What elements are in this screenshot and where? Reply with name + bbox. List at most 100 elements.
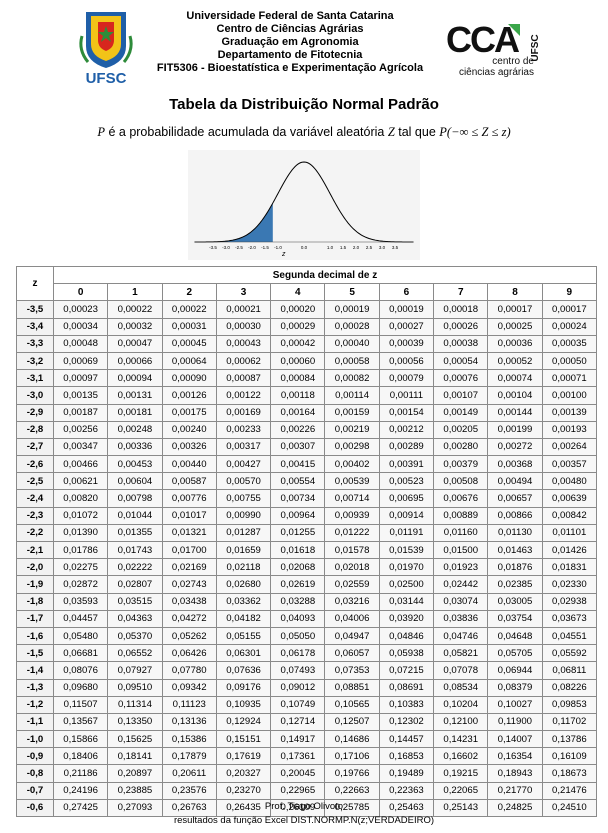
probability-cell: 0,00639 [541, 489, 598, 508]
probability-cell: 0,20897 [107, 764, 163, 783]
probability-cell: 0,00347 [52, 437, 109, 457]
probability-cell: 0,00280 [433, 437, 489, 457]
probability-cell: 0,00118 [270, 386, 326, 405]
table-row: -2,4 0,00820 0,00798 0,00776 0,00755 0,00734 0… [16, 489, 598, 508]
probability-cell: 0,00289 [378, 437, 435, 457]
probability-cell: 0,03288 [270, 592, 326, 611]
probability-cell: 0,01321 [161, 523, 217, 543]
probability-cell: 0,00019 [324, 300, 380, 319]
probability-cell: 0,00256 [52, 420, 109, 439]
z-value-cell: -1,8 [16, 592, 54, 611]
column-header: 2 [161, 283, 217, 302]
table-row: -1,5 0,06681 0,06552 0,06426 0,06301 0,06178 0… [16, 644, 598, 663]
probability-cell: 0,01463 [487, 540, 543, 560]
probability-cell: 0,00657 [487, 489, 543, 508]
probability-cell: 0,00317 [215, 437, 272, 457]
probability-cell: 0,00074 [487, 369, 543, 388]
probability-cell: 0,00017 [541, 300, 598, 319]
probability-cell: 0,00060 [270, 351, 326, 371]
probability-cell: 0,08076 [52, 661, 109, 680]
variable-p: P [97, 125, 105, 139]
probability-cell: 0,17106 [324, 747, 380, 766]
probability-cell: 0,03438 [161, 592, 217, 611]
z-value-cell: -0,8 [16, 764, 54, 783]
probability-cell: 0,03515 [107, 592, 163, 611]
probability-cell: 0,01044 [107, 506, 163, 525]
probability-cell: 0,02385 [487, 575, 543, 594]
probability-cell: 0,16853 [378, 747, 435, 766]
probability-cell: 0,23270 [215, 781, 272, 800]
tick-label: 3.5 [392, 245, 399, 250]
probability-cell: 0,01500 [433, 540, 489, 560]
table-row: -2,6 0,00466 0,00453 0,00440 0,00427 0,00415 0… [16, 455, 598, 474]
probability-cell: 0,00219 [324, 420, 380, 439]
probability-cell: 0,00154 [378, 403, 435, 422]
probability-cell: 0,00554 [270, 472, 326, 491]
probability-cell: 0,00090 [161, 369, 217, 388]
probability-cell: 0,00264 [541, 437, 598, 457]
tick-label: 2.0 [353, 245, 360, 250]
probability-cell: 0,03144 [378, 592, 435, 611]
probability-cell: 0,02275 [52, 558, 109, 577]
probability-cell: 0,00695 [378, 489, 435, 508]
z-value-cell: -3,5 [16, 300, 54, 319]
probability-cell: 0,00036 [487, 334, 543, 353]
probability-cell: 0,18406 [52, 747, 109, 766]
probability-cell: 0,05262 [161, 626, 217, 646]
probability-cell: 0,10204 [433, 695, 489, 714]
z-value-cell: -1,7 [16, 609, 54, 628]
probability-cell: 0,26435 [215, 798, 272, 818]
probability-cell: 0,06057 [324, 644, 380, 663]
probability-cell: 0,01426 [541, 540, 598, 560]
probability-cell: 0,06681 [52, 644, 109, 663]
probability-cell: 0,00071 [541, 369, 598, 388]
probability-cell: 0,03920 [378, 609, 435, 628]
table-row: -2,0 0,02275 0,02222 0,02169 0,02118 0,02068 0… [16, 558, 598, 577]
probability-cell: 0,01539 [378, 540, 435, 560]
probability-cell: 0,17879 [161, 747, 217, 766]
probability-cell: 0,00480 [541, 472, 598, 491]
probability-cell: 0,16602 [433, 747, 489, 766]
probability-cell: 0,01876 [487, 558, 543, 577]
z-value-cell: -1,9 [16, 575, 54, 594]
table-row: -1,9 0,02872 0,02807 0,02743 0,02680 0,02619 0… [16, 575, 598, 594]
z-value-cell: -3,0 [16, 386, 54, 405]
tick-label: 0.0 [301, 245, 308, 250]
probability-cell: 0,00017 [487, 300, 543, 319]
probability-cell: 0,11314 [107, 695, 163, 714]
probability-cell: 0,02118 [215, 558, 272, 577]
bell-curve [194, 161, 414, 243]
probability-cell: 0,00990 [215, 506, 272, 525]
probability-cell: 0,00028 [324, 317, 380, 336]
probability-cell: 0,09342 [161, 678, 217, 697]
probability-cell: 0,24196 [52, 781, 109, 800]
probability-cell: 0,01160 [433, 523, 489, 543]
column-header: 5 [324, 283, 380, 302]
probability-cell: 0,00056 [378, 351, 435, 371]
probability-cell: 0,00107 [433, 386, 489, 405]
cca-side-text: UFSC [530, 34, 541, 61]
probability-cell: 0,00021 [215, 300, 272, 319]
probability-cell: 0,03074 [433, 592, 489, 611]
table-row: -0,7 0,24196 0,23885 0,23576 0,23270 0,22965 0… [16, 781, 598, 800]
probability-cell: 0,14686 [324, 730, 380, 749]
table-row: -1,0 0,15866 0,15625 0,15386 0,15151 0,14917 0… [16, 730, 598, 749]
probability-cell: 0,09680 [52, 678, 109, 697]
probability-cell: 0,00144 [487, 403, 543, 422]
z-value-cell: -2,6 [16, 455, 54, 474]
probability-cell: 0,18141 [107, 747, 163, 766]
probability-cell: 0,03362 [215, 592, 272, 611]
probability-cell: 0,10565 [324, 695, 380, 714]
institution-line: Graduação em Agronomia [221, 36, 359, 48]
probability-cell: 0,00193 [541, 420, 598, 439]
probability-cell: 0,00042 [270, 334, 326, 353]
tick-label: -1.5 [261, 245, 269, 250]
subtitle-text: é a probabilidade acumulada da variável … [105, 125, 388, 139]
probability-cell: 0,04551 [541, 626, 598, 646]
probability-cell: 0,15151 [215, 730, 272, 749]
probability-cell: 0,02068 [270, 558, 326, 577]
tick-label: -3.5 [209, 245, 217, 250]
z-value-cell: -1,1 [16, 712, 54, 732]
probability-cell: 0,02330 [541, 575, 598, 594]
probability-cell: 0,15386 [161, 730, 217, 749]
